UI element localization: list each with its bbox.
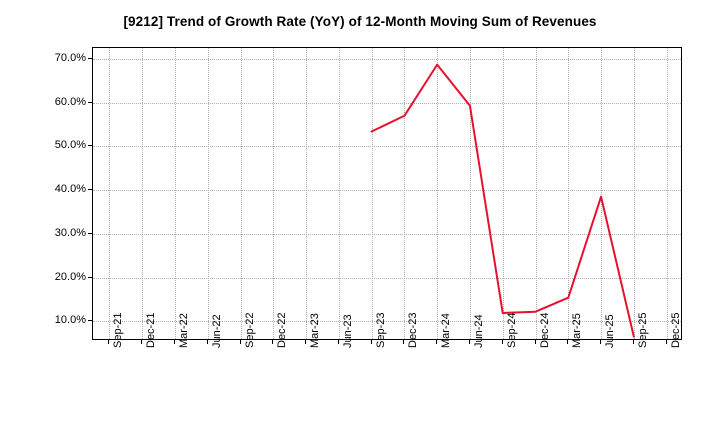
y-tick-label: 60.0% — [54, 95, 86, 108]
x-tick-mark — [567, 340, 569, 344]
x-tick-label: Dec-23 — [407, 312, 420, 348]
chart-title: [9212] Trend of Growth Rate (YoY) of 12-… — [123, 14, 597, 29]
gridline-vertical — [404, 48, 406, 339]
x-tick-label: Mar-22 — [177, 313, 190, 348]
x-tick-label: Mar-25 — [571, 313, 584, 348]
x-tick-mark — [173, 340, 175, 344]
y-tick-mark — [88, 57, 92, 59]
y-tick-mark — [88, 276, 92, 278]
gridline-vertical — [535, 48, 537, 339]
x-tick-label: Dec-21 — [145, 312, 158, 348]
gridline-vertical — [437, 48, 439, 339]
x-tick-mark — [108, 340, 110, 344]
x-tick-mark — [403, 340, 405, 344]
y-tick-mark — [88, 145, 92, 147]
x-tick-mark — [305, 340, 307, 344]
x-tick-mark — [141, 340, 143, 344]
x-tick-label: Jun-22 — [210, 314, 223, 348]
gridline-vertical — [601, 48, 603, 339]
gridline-horizontal — [93, 321, 681, 323]
gridline-horizontal — [93, 146, 681, 148]
gridline-horizontal — [93, 277, 681, 279]
x-tick-label: Sep-23 — [374, 312, 387, 348]
x-tick-mark — [206, 340, 208, 344]
gridline-vertical — [207, 48, 209, 339]
gridline-vertical — [502, 48, 504, 339]
y-tick-label: 50.0% — [54, 139, 86, 152]
plot-area — [92, 47, 682, 340]
series-layer — [370, 63, 635, 338]
x-tick-mark — [239, 340, 241, 344]
x-tick-mark — [600, 340, 602, 344]
gridline-vertical — [469, 48, 471, 339]
y-tick-label: 70.0% — [54, 51, 86, 64]
x-tick-label: Sep-21 — [112, 312, 125, 348]
gridline-vertical — [568, 48, 570, 339]
y-tick-mark — [88, 189, 92, 191]
y-tick-label: 40.0% — [54, 183, 86, 196]
x-tick-label: Dec-25 — [669, 312, 682, 348]
y-tick-label: 20.0% — [54, 270, 86, 283]
x-tick-mark — [370, 340, 372, 344]
gridline-horizontal — [93, 233, 681, 235]
gridline-vertical — [633, 48, 635, 339]
x-tick-label: Dec-22 — [276, 312, 289, 348]
x-tick-mark — [436, 340, 438, 344]
x-tick-label: Jun-24 — [472, 314, 485, 348]
x-tick-label: Dec-24 — [538, 312, 551, 348]
gridline-vertical — [174, 48, 176, 339]
gridline-vertical — [338, 48, 340, 339]
y-tick-mark — [88, 101, 92, 103]
x-tick-label: Jun-23 — [341, 314, 354, 348]
series-line — [370, 63, 635, 338]
x-tick-mark — [665, 340, 667, 344]
x-tick-mark — [272, 340, 274, 344]
x-tick-label: Sep-25 — [636, 312, 649, 348]
gridline-vertical — [273, 48, 275, 339]
y-tick-mark — [88, 320, 92, 322]
y-tick-label: 30.0% — [54, 226, 86, 239]
x-tick-label: Sep-22 — [243, 312, 256, 348]
y-tick-label: 10.0% — [54, 314, 86, 327]
x-tick-label: Jun-25 — [604, 314, 617, 348]
gridline-vertical — [142, 48, 144, 339]
x-tick-label: Sep-24 — [505, 312, 518, 348]
gridline-vertical — [371, 48, 373, 339]
y-tick-mark — [88, 232, 92, 234]
x-tick-label: Mar-23 — [309, 313, 322, 348]
x-tick-mark — [501, 340, 503, 344]
gridline-vertical — [109, 48, 111, 339]
x-tick-label: Mar-24 — [440, 313, 453, 348]
gridline-horizontal — [93, 190, 681, 192]
gridline-vertical — [240, 48, 242, 339]
gridline-vertical — [306, 48, 308, 339]
x-tick-mark — [337, 340, 339, 344]
gridline-vertical — [666, 48, 668, 339]
x-tick-mark — [534, 340, 536, 344]
x-tick-mark — [468, 340, 470, 344]
gridline-horizontal — [93, 102, 681, 104]
x-tick-mark — [632, 340, 634, 344]
gridline-horizontal — [93, 58, 681, 60]
